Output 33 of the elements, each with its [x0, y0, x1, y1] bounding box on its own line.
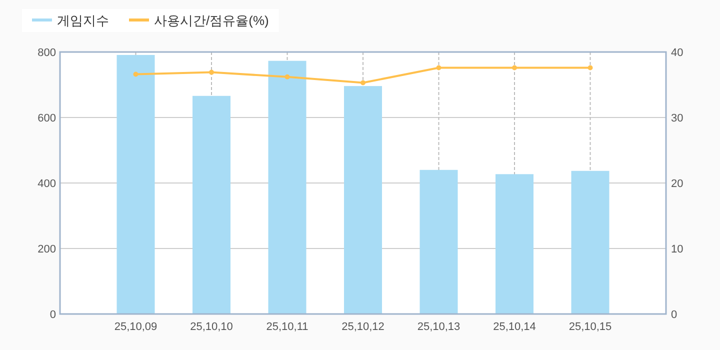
- bar: [344, 86, 382, 314]
- y2-tick-label: 30: [671, 112, 684, 124]
- y2-tick-label: 20: [671, 178, 684, 190]
- y-tick-label: 400: [38, 178, 56, 190]
- bar: [116, 54, 155, 314]
- y-tick-label: 600: [38, 112, 56, 124]
- point: [436, 65, 442, 70]
- bar: [496, 174, 534, 314]
- y-tick-label: 200: [38, 244, 56, 256]
- x-tick-label: 25,10,15: [568, 321, 612, 333]
- point: [588, 65, 593, 70]
- y2-tick-label: 40: [671, 47, 684, 59]
- point: [209, 70, 214, 75]
- point: [284, 74, 290, 80]
- y-tick-label: 0: [50, 309, 56, 321]
- point: [133, 72, 138, 77]
- y2-tick-label: 10: [671, 244, 684, 256]
- x-tick-label: 25,10,12: [342, 321, 384, 333]
- x-tick-label: 25,10,10: [190, 321, 233, 333]
- bar: [268, 60, 306, 314]
- bar: [420, 170, 458, 314]
- bar: [571, 170, 610, 314]
- bar: [192, 96, 230, 314]
- x-tick-label: 25,10,11: [266, 321, 308, 333]
- y-tick-label: 800: [38, 47, 56, 59]
- x-tick-label: 25,10,13: [417, 321, 460, 333]
- x-tick-label: 25,10,14: [493, 321, 536, 333]
- legend-label: 사용시간/점유율(%): [154, 13, 269, 28]
- legend-label: 게임지수: [57, 13, 109, 28]
- x-tick-label: 25,10,09: [114, 321, 158, 333]
- point: [512, 65, 517, 70]
- y2-tick-label: 0: [671, 309, 678, 321]
- point: [360, 80, 366, 86]
